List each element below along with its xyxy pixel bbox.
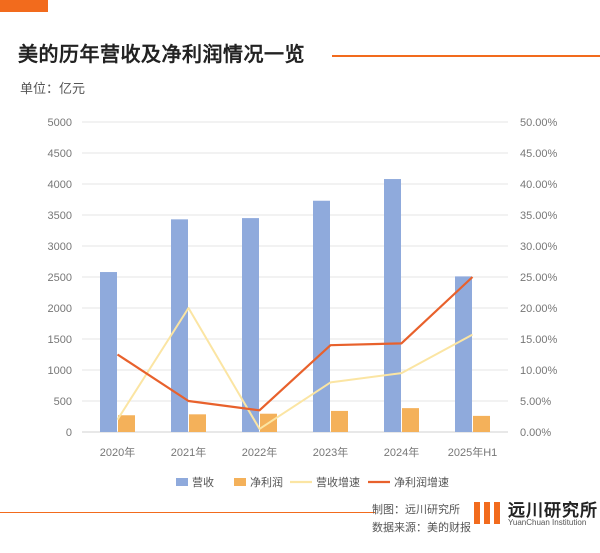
revenue-bar	[455, 276, 472, 432]
profit-bar	[331, 410, 348, 432]
y-right-tick-label: 20.00%	[520, 303, 558, 315]
y-right-tick-label: 35.00%	[520, 210, 558, 222]
profit-bar	[473, 415, 490, 432]
y-left-tick-label: 500	[54, 396, 72, 408]
x-tick-label: 2022年	[242, 445, 277, 459]
bottom-rule	[0, 512, 375, 513]
title-rule	[332, 55, 600, 57]
revenue-bar	[171, 219, 188, 432]
y-right-tick-label: 5.00%	[520, 396, 551, 408]
legend-label: 营收	[192, 475, 214, 489]
y-left-tick-label: 4000	[48, 179, 72, 191]
legend-swatch	[176, 478, 188, 486]
credit-source: 数据来源：美的财报	[372, 522, 471, 534]
legend-label: 净利润增速	[394, 475, 449, 489]
x-tick-label: 2024年	[384, 445, 419, 459]
y-right-tick-label: 45.00%	[520, 148, 558, 160]
revenue-bar	[100, 272, 117, 432]
y-axis-right: 0.00% 5.00% 10.00% 15.00% 20.00% 25.00% 30.00%…	[520, 117, 558, 439]
bars	[100, 179, 490, 432]
legend-label: 营收增速	[316, 475, 360, 489]
revenue-bar	[242, 218, 259, 432]
profit-bar	[118, 415, 135, 432]
y-left-tick-label: 5000	[48, 117, 72, 129]
gridlines	[82, 121, 508, 433]
legend: 营收 净利润 营收增速 净利润增速	[176, 475, 449, 489]
legend-label: 净利润	[250, 475, 283, 489]
x-axis: 2020年 2021年 2022年 2023年 2024年 2025年H1	[100, 445, 498, 459]
logo-subtext: YuanChuan Institution	[508, 518, 587, 527]
credit-maker: 制图：远川研究所	[372, 504, 460, 516]
x-tick-label: 2025年H1	[448, 445, 498, 459]
y-left-tick-label: 1000	[48, 365, 72, 377]
profit-bar	[402, 408, 419, 432]
y-right-tick-label: 25.00%	[520, 272, 558, 284]
y-right-tick-label: 30.00%	[520, 241, 558, 253]
y-axis-left: 0 500 1000 1500 2000 2500 3000 3500 4000 4500 5000	[48, 117, 72, 439]
y-left-tick-label: 2500	[48, 272, 72, 284]
unit-label: 单位：亿元	[20, 81, 86, 96]
logo: 远川研究所 YuanChuan Institution	[472, 496, 600, 536]
logo-mark-icon	[474, 502, 500, 524]
y-left-tick-label: 4500	[48, 148, 72, 160]
y-right-tick-label: 40.00%	[520, 179, 558, 191]
profit-bar	[189, 414, 206, 432]
chart-title: 美的历年营收及净利润情况一览	[18, 44, 305, 66]
y-right-tick-label: 0.00%	[520, 427, 551, 439]
logo-text: 远川研究所	[508, 501, 598, 520]
y-left-tick-label: 3500	[48, 210, 72, 222]
x-tick-label: 2021年	[171, 445, 206, 459]
profit-growth-line	[116, 276, 474, 412]
y-right-tick-label: 15.00%	[520, 334, 558, 346]
y-left-tick-label: 2000	[48, 303, 72, 315]
revenue-bar	[384, 179, 401, 432]
x-tick-label: 2023年	[313, 445, 348, 459]
revenue-bar	[313, 200, 330, 432]
x-tick-label: 2020年	[100, 445, 135, 459]
y-left-tick-label: 0	[66, 427, 72, 439]
y-right-tick-label: 50.00%	[520, 117, 558, 129]
legend-swatch	[234, 478, 246, 486]
top-accent-bar	[0, 0, 48, 12]
y-left-tick-label: 3000	[48, 241, 72, 253]
lines	[116, 276, 474, 430]
revenue-growth-line	[116, 307, 473, 430]
y-left-tick-label: 1500	[48, 334, 72, 346]
y-right-tick-label: 10.00%	[520, 365, 558, 377]
